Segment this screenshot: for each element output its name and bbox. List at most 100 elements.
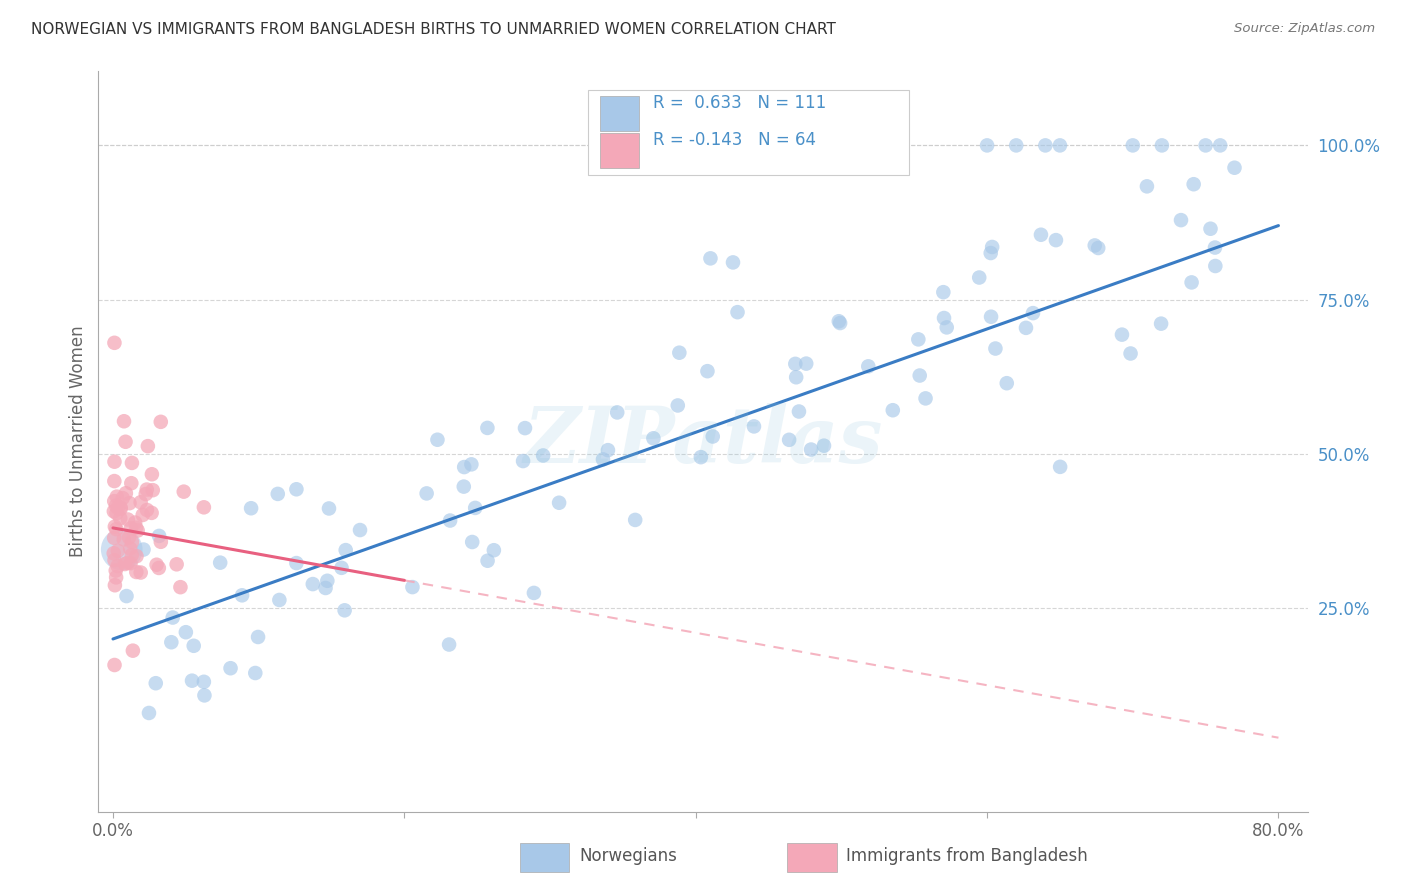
Point: [115, 486, 138, 500]
Point: [285, 556, 308, 570]
Point: [124, 516, 146, 530]
Point: [980, 310, 1002, 324]
Point: [1049, 138, 1071, 153]
Point: [785, 357, 807, 371]
Point: [105, 499, 128, 513]
Point: [247, 630, 270, 644]
Point: [1150, 317, 1173, 331]
Point: [415, 486, 437, 500]
Point: [103, 504, 125, 518]
Point: [125, 549, 148, 564]
Point: [606, 405, 628, 419]
Point: [117, 556, 139, 570]
Point: [330, 561, 353, 575]
Point: [105, 570, 128, 584]
Point: [240, 501, 263, 516]
Point: [129, 495, 152, 509]
Point: [105, 522, 128, 536]
Point: [148, 561, 170, 575]
Point: [103, 494, 125, 508]
Point: [1022, 306, 1045, 320]
Point: [209, 556, 232, 570]
Point: [1204, 259, 1226, 273]
Point: [828, 314, 851, 328]
Point: [142, 483, 165, 498]
Point: [318, 501, 340, 516]
Point: [548, 496, 571, 510]
Point: [107, 558, 129, 573]
Point: [426, 433, 449, 447]
Point: [1111, 327, 1133, 342]
Point: [301, 577, 323, 591]
Point: [512, 454, 534, 468]
Point: [995, 376, 1018, 391]
Point: [980, 246, 1002, 260]
Text: R = -0.143   N = 64: R = -0.143 N = 64: [654, 131, 817, 149]
Point: [174, 625, 197, 640]
Point: [166, 558, 188, 572]
Point: [666, 399, 689, 413]
Point: [513, 421, 536, 435]
Point: [907, 332, 929, 346]
Point: [477, 554, 499, 568]
Point: [105, 490, 128, 504]
Point: [643, 431, 665, 445]
Point: [1049, 459, 1071, 474]
Point: [727, 305, 749, 319]
Point: [596, 443, 619, 458]
Point: [245, 665, 267, 680]
Point: [122, 643, 145, 657]
Point: [785, 370, 807, 384]
Point: [120, 556, 142, 570]
Y-axis label: Births to Unmarried Women: Births to Unmarried Women: [69, 326, 87, 558]
Point: [125, 565, 148, 579]
Point: [460, 458, 482, 472]
Point: [1087, 241, 1109, 255]
Point: [173, 484, 195, 499]
Point: [1122, 138, 1144, 153]
Point: [145, 558, 167, 572]
Point: [114, 434, 136, 449]
Point: [125, 521, 148, 535]
Point: [103, 531, 125, 545]
Point: [800, 442, 823, 457]
Point: [437, 638, 460, 652]
Point: [721, 255, 744, 269]
Point: [121, 535, 143, 549]
Point: [136, 439, 159, 453]
Point: [316, 574, 339, 588]
Point: [932, 285, 955, 300]
Point: [981, 240, 1004, 254]
Point: [908, 368, 931, 383]
Point: [110, 501, 132, 516]
Point: [439, 514, 461, 528]
Point: [696, 364, 718, 378]
Point: [742, 419, 765, 434]
Point: [967, 270, 990, 285]
Point: [1204, 241, 1226, 255]
Point: [104, 578, 127, 592]
Point: [401, 580, 423, 594]
Point: [121, 548, 143, 562]
Point: [103, 335, 125, 350]
Point: [111, 542, 134, 557]
Text: R =  0.633   N = 111: R = 0.633 N = 111: [654, 95, 827, 112]
Point: [453, 480, 475, 494]
Text: ZIPatlas: ZIPatlas: [523, 403, 883, 480]
Point: [169, 580, 191, 594]
Point: [129, 566, 152, 580]
Point: [107, 500, 129, 515]
Point: [1029, 227, 1052, 242]
Point: [932, 311, 955, 326]
Point: [118, 531, 141, 545]
Point: [1005, 138, 1028, 153]
Point: [141, 467, 163, 482]
Point: [120, 521, 142, 535]
Point: [136, 503, 159, 517]
Point: [702, 429, 724, 443]
Point: [477, 421, 499, 435]
Point: [231, 588, 253, 602]
Point: [333, 603, 356, 617]
Point: [830, 316, 852, 330]
Point: [105, 506, 128, 520]
